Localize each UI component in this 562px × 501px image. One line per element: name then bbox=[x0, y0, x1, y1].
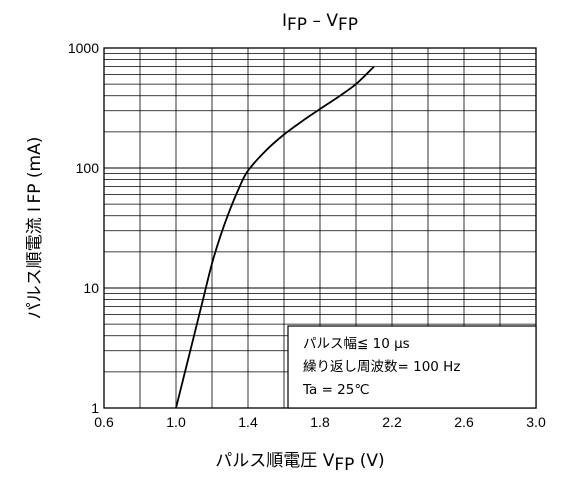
y-tick-label: 10 bbox=[83, 280, 99, 296]
note-line: 繰り返し周波数= 100 Hz bbox=[303, 359, 460, 375]
x-axis-label: パルス順電圧 VFP (V) bbox=[215, 451, 384, 475]
x-tick-label: 1.0 bbox=[166, 414, 186, 430]
series-line bbox=[175, 65, 375, 409]
x-axis-ticks: 0.6 1.0 1.4 1.8 2.2 2.6 3.0 bbox=[94, 414, 546, 430]
title-text: IFP – VFP bbox=[282, 11, 358, 35]
note-line: Ta = 25℃ bbox=[302, 382, 370, 398]
note-line: パルス幅≦ 10 μs bbox=[303, 336, 410, 352]
condition-note: パルス幅≦ 10 μs 繰り返し周波数= 100 Hz Ta = 25℃ bbox=[287, 325, 537, 409]
x-label-text: パルス順電圧 VFP (V) bbox=[215, 451, 384, 475]
x-tick-label: 0.6 bbox=[94, 414, 114, 430]
y-label-text: パルス順電流 I FP (mA) bbox=[25, 137, 45, 320]
x-tick-label: 2.6 bbox=[454, 414, 474, 430]
y-tick-label: 1000 bbox=[68, 40, 99, 56]
chart-title: IFP – VFP bbox=[282, 11, 358, 35]
x-tick-label: 1.8 bbox=[310, 414, 330, 430]
y-axis-ticks: 1 10 100 1000 bbox=[68, 40, 99, 416]
x-tick-label: 2.2 bbox=[382, 414, 402, 430]
y-tick-label: 100 bbox=[76, 160, 100, 176]
y-axis-label: パルス順電流 I FP (mA) bbox=[25, 137, 45, 320]
x-tick-label: 1.4 bbox=[238, 414, 258, 430]
x-tick-label: 3.0 bbox=[526, 414, 546, 430]
series-group bbox=[175, 65, 375, 409]
note-box bbox=[287, 325, 537, 409]
y-tick-label: 1 bbox=[91, 400, 99, 416]
